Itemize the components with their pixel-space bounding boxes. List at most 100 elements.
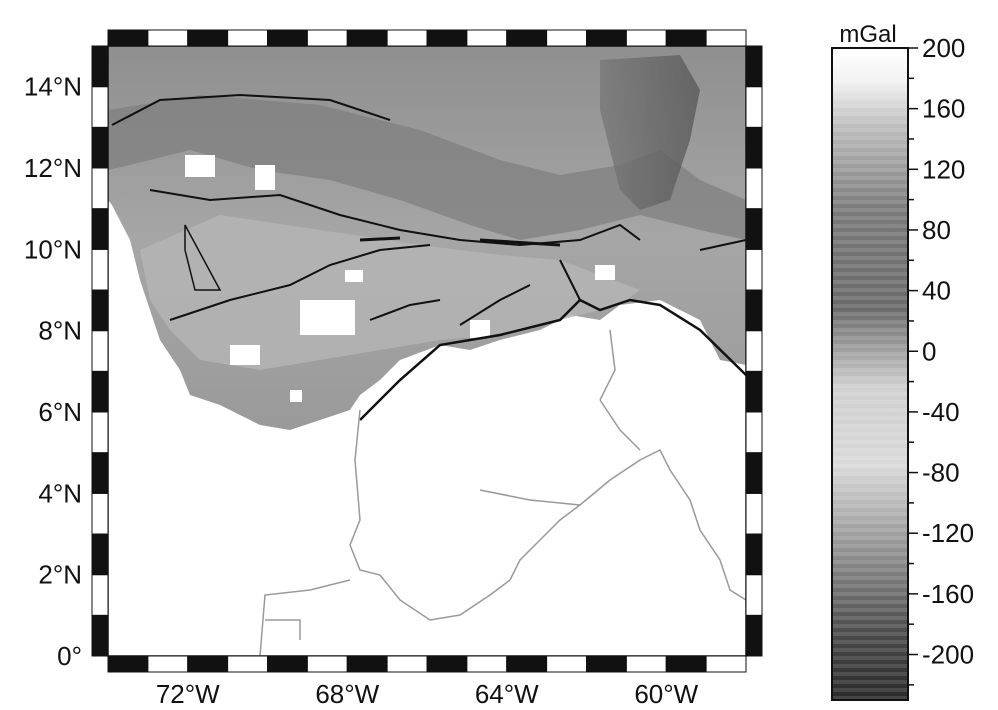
frame-segment [665, 29, 707, 47]
frame-segment [546, 29, 587, 47]
map-frame [91, 29, 763, 673]
frame-segment [586, 29, 627, 47]
frame-segment [91, 86, 109, 128]
colorbar-label: 160 [922, 94, 965, 124]
frame-segment [426, 655, 468, 673]
longitude-label: 72°W [156, 679, 220, 709]
frame-segment [745, 492, 763, 535]
frame-segment [745, 574, 763, 616]
longitude-label: 60°W [634, 679, 698, 709]
longitude-label: 68°W [315, 679, 379, 709]
caribbean-ridge-band [108, 95, 746, 240]
frame-segment [91, 167, 109, 210]
frame-segment [745, 208, 763, 250]
latitude-label: 12°N [24, 153, 82, 183]
frame-segment [227, 655, 268, 673]
frame-segment [91, 452, 109, 494]
frame-segment [745, 614, 763, 657]
frame-segment [187, 655, 229, 673]
frame-segment [91, 370, 109, 413]
latitude-label: 8°N [38, 316, 82, 346]
frame-segment [625, 29, 667, 47]
latitude-label: 4°N [38, 478, 82, 508]
latitude-label: 14°N [24, 72, 82, 102]
frame-segment [745, 126, 763, 169]
frame-segment [91, 248, 109, 291]
frame-segment [426, 29, 468, 47]
frame-segment [91, 208, 109, 250]
frame-segment [586, 655, 627, 673]
frame-segment [745, 411, 763, 454]
frame-segment [267, 29, 308, 47]
frame-segment [306, 655, 348, 673]
colorbar-label: 80 [922, 215, 951, 245]
latitude-label: 6°N [38, 397, 82, 427]
frame-segment [745, 330, 763, 372]
frame-segment [745, 452, 763, 494]
frame-segment [466, 29, 508, 47]
colorbar-label: -40 [922, 397, 960, 427]
frame-segment [386, 29, 428, 47]
frame-segment [745, 86, 763, 128]
colorbar-border [831, 47, 909, 701]
colorbar-label: 40 [922, 276, 951, 306]
frame-segment [705, 29, 747, 47]
frame-segment [91, 126, 109, 169]
eastern-trench [600, 55, 700, 210]
frame-segment [346, 655, 388, 673]
frame-segment [107, 655, 149, 673]
frame-segment [346, 29, 388, 47]
frame-segment [227, 29, 268, 47]
frame-segment [386, 655, 428, 673]
frame-segment [267, 655, 308, 673]
frame-segment [306, 29, 348, 47]
colorbar-label: 200 [922, 33, 965, 63]
frame-segment [91, 492, 109, 535]
colorbar-label: -160 [922, 579, 974, 609]
frame-segment [91, 289, 109, 332]
frame-segment [745, 167, 763, 210]
frame-segment [705, 655, 747, 673]
colorbar-label: -80 [922, 458, 960, 488]
frame-segment [625, 655, 667, 673]
no-data-patches [185, 155, 615, 402]
frame-segment [745, 45, 763, 88]
frame-segment [91, 614, 109, 657]
fault-lines [111, 93, 746, 421]
frame-segment [745, 533, 763, 576]
map-panel [91, 29, 763, 673]
frame-segment [745, 370, 763, 413]
frame-segment [147, 29, 189, 47]
colorbar-bands [832, 48, 908, 700]
latitude-labels: 14°N 12°N 10°N 8°N 6°N 4°N 2°N 0° [24, 72, 82, 671]
frame-segment [546, 655, 587, 673]
frame-segment [466, 655, 508, 673]
frame-segment [187, 29, 229, 47]
country-borders [259, 329, 746, 656]
colorbar-label: 0 [922, 336, 936, 366]
frame-segment [91, 574, 109, 616]
colorbar-label: -200 [922, 640, 974, 670]
frame-segment [91, 533, 109, 576]
colorbar-unit: mGal [839, 21, 896, 48]
colorbar-label: 120 [922, 154, 965, 184]
frame-segment [91, 411, 109, 454]
latitude-label: 0° [57, 641, 82, 671]
frame-segment [665, 655, 707, 673]
colorbar-label: -120 [922, 518, 974, 548]
frame-segment [506, 655, 548, 673]
frame-segment [91, 45, 109, 88]
frame-segment [745, 248, 763, 291]
longitude-labels: 72°W 68°W 64°W 60°W [156, 679, 699, 709]
colorbar: mGal 200 160 120 80 40 0 -40 -80 -120 -160 -200 [831, 21, 974, 701]
frame-segment [506, 29, 548, 47]
frame-segment [107, 29, 149, 47]
frame-segment [91, 330, 109, 372]
colorbar-ticks: 200 160 120 80 40 0 -40 -80 -120 -160 -200 [908, 33, 974, 686]
longitude-label: 64°W [475, 679, 539, 709]
frame-segment [147, 655, 189, 673]
latitude-label: 2°N [38, 560, 82, 590]
frame-segment [745, 289, 763, 332]
latitude-label: 10°N [24, 234, 82, 264]
